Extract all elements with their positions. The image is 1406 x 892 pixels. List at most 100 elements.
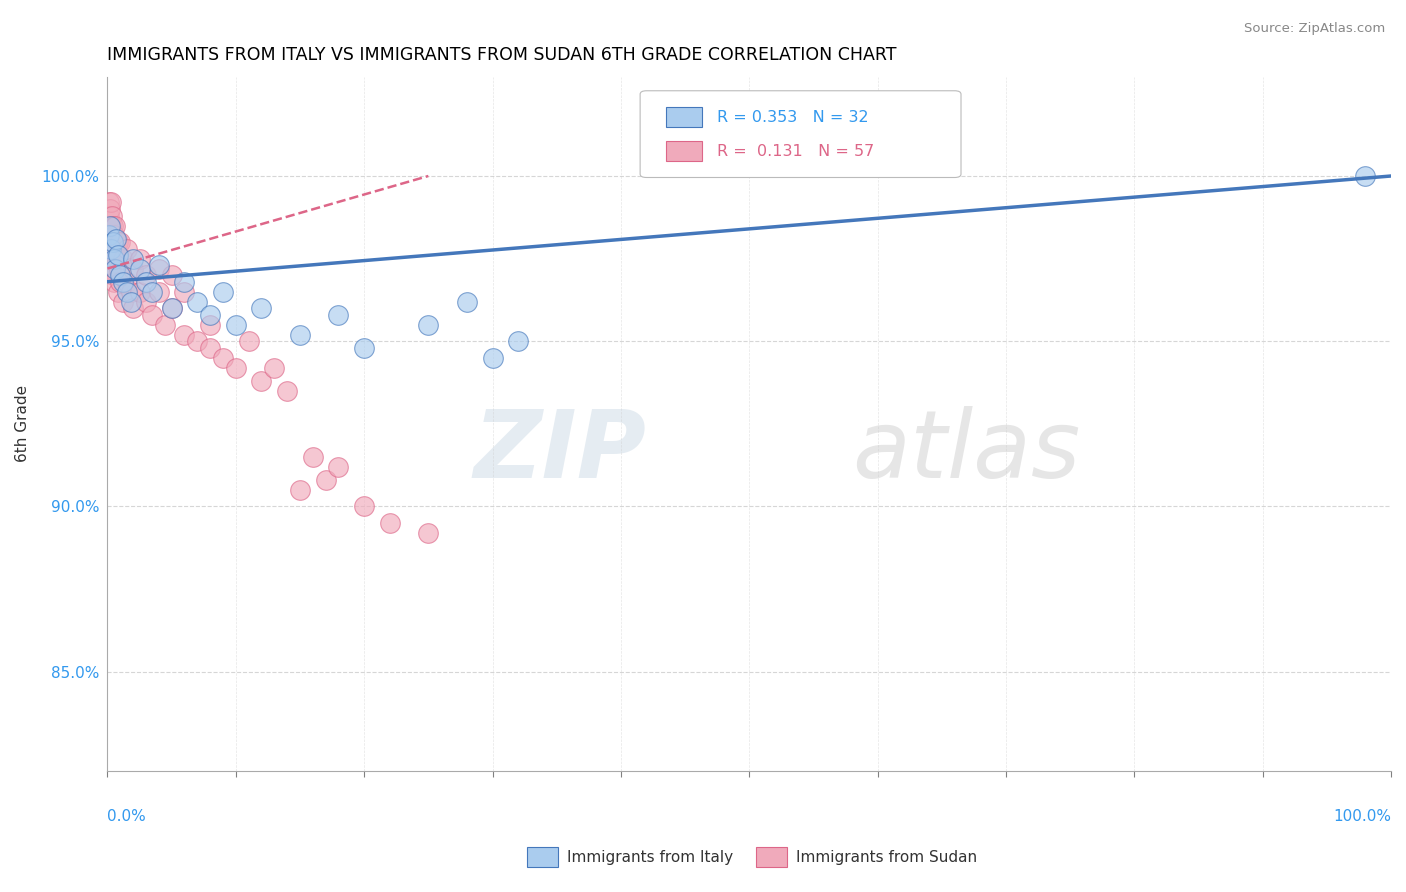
Point <box>508 334 530 349</box>
Point <box>101 219 124 233</box>
Point <box>173 327 195 342</box>
Point <box>186 294 208 309</box>
Point <box>105 252 128 266</box>
Point <box>250 374 273 388</box>
Point <box>198 308 221 322</box>
Point <box>141 308 163 322</box>
Text: R =  0.131   N = 57: R = 0.131 N = 57 <box>717 144 875 159</box>
Point <box>100 219 122 233</box>
Point <box>160 301 183 315</box>
Point <box>103 275 125 289</box>
Point <box>160 301 183 315</box>
Point <box>110 235 132 249</box>
Text: R = 0.353   N = 32: R = 0.353 N = 32 <box>717 110 869 125</box>
Point <box>110 268 132 282</box>
Point <box>122 301 145 315</box>
Point <box>101 209 124 223</box>
Point <box>148 261 170 276</box>
Point <box>98 219 121 233</box>
Point <box>98 202 121 216</box>
Point <box>353 500 375 514</box>
Point <box>98 209 121 223</box>
Point <box>456 294 478 309</box>
Y-axis label: 6th Grade: 6th Grade <box>15 385 30 462</box>
Point <box>141 285 163 299</box>
Point <box>115 275 138 289</box>
Point <box>238 334 260 349</box>
Point <box>186 334 208 349</box>
Point <box>111 294 134 309</box>
Point <box>105 232 128 246</box>
Point <box>104 219 127 233</box>
Point <box>153 318 176 332</box>
Point <box>100 242 122 256</box>
Text: 0.0%: 0.0% <box>107 809 146 824</box>
Point <box>225 360 247 375</box>
Point <box>111 275 134 289</box>
Point <box>107 248 129 262</box>
Point <box>101 268 124 282</box>
Point <box>97 195 120 210</box>
FancyBboxPatch shape <box>640 91 962 178</box>
Text: Immigrants from Sudan: Immigrants from Sudan <box>796 850 977 864</box>
Point <box>328 308 350 322</box>
Point <box>110 275 132 289</box>
Text: ZIP: ZIP <box>474 406 647 498</box>
Point <box>128 261 150 276</box>
Point <box>250 301 273 315</box>
Point <box>108 261 131 276</box>
Point <box>378 516 401 530</box>
Point <box>173 275 195 289</box>
Point <box>263 360 285 375</box>
Point <box>97 228 120 243</box>
Point <box>135 294 157 309</box>
Point <box>122 252 145 266</box>
Point <box>135 268 157 282</box>
Point <box>212 351 235 365</box>
Point <box>353 341 375 355</box>
Point <box>103 228 125 243</box>
Point <box>173 285 195 299</box>
Point <box>135 275 157 289</box>
Point <box>97 252 120 266</box>
Text: IMMIGRANTS FROM ITALY VS IMMIGRANTS FROM SUDAN 6TH GRADE CORRELATION CHART: IMMIGRANTS FROM ITALY VS IMMIGRANTS FROM… <box>107 46 897 64</box>
Point <box>100 261 122 276</box>
Point <box>288 327 311 342</box>
Point <box>115 242 138 256</box>
Text: Source: ZipAtlas.com: Source: ZipAtlas.com <box>1244 22 1385 36</box>
Point <box>418 318 440 332</box>
Point <box>107 235 129 249</box>
Point <box>148 258 170 272</box>
Point <box>103 252 125 266</box>
Point <box>115 285 138 299</box>
Point <box>111 252 134 266</box>
Point <box>120 294 142 309</box>
Point <box>418 525 440 540</box>
Text: 100.0%: 100.0% <box>1333 809 1391 824</box>
FancyBboxPatch shape <box>666 142 702 161</box>
Point <box>97 235 120 249</box>
Point <box>328 459 350 474</box>
Point <box>107 285 129 299</box>
Point <box>225 318 247 332</box>
FancyBboxPatch shape <box>666 107 702 127</box>
Point <box>100 195 122 210</box>
Point <box>481 351 503 365</box>
Text: atlas: atlas <box>852 406 1080 497</box>
Point <box>198 318 221 332</box>
Point <box>120 285 142 299</box>
Point <box>276 384 298 398</box>
Point <box>288 483 311 497</box>
Text: Immigrants from Italy: Immigrants from Italy <box>567 850 733 864</box>
Point <box>128 285 150 299</box>
Point <box>301 450 323 464</box>
Point <box>104 261 127 276</box>
Point <box>212 285 235 299</box>
Point <box>122 261 145 276</box>
Point <box>160 268 183 282</box>
Point <box>1354 169 1376 183</box>
Point <box>101 235 124 249</box>
Point <box>198 341 221 355</box>
Point <box>315 473 337 487</box>
Point <box>128 252 150 266</box>
